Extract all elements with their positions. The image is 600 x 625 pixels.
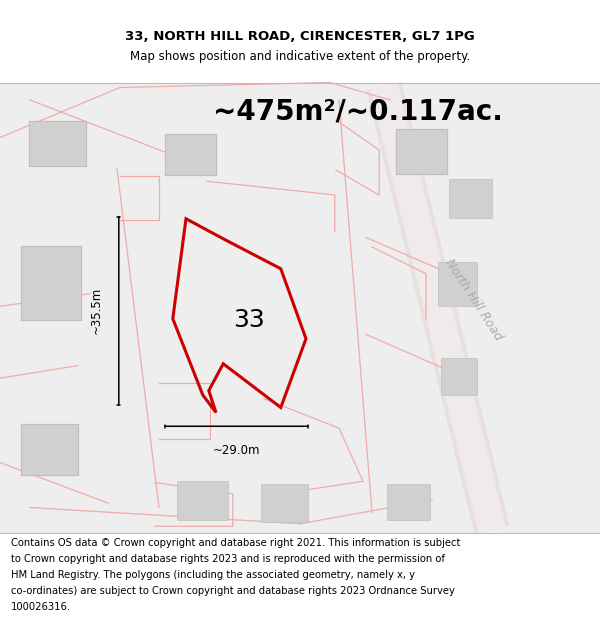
Text: to Crown copyright and database rights 2023 and is reproduced with the permissio: to Crown copyright and database rights 2… — [11, 554, 445, 564]
Bar — [449, 179, 492, 217]
Bar — [396, 129, 447, 174]
Text: Map shows position and indicative extent of the property.: Map shows position and indicative extent… — [130, 50, 470, 62]
Bar — [387, 484, 430, 520]
Text: HM Land Registry. The polygons (including the associated geometry, namely x, y: HM Land Registry. The polygons (includin… — [11, 570, 415, 580]
Bar — [21, 246, 81, 320]
Text: ~475m²/~0.117ac.: ~475m²/~0.117ac. — [213, 98, 503, 125]
Bar — [0, 532, 600, 625]
Text: co-ordinates) are subject to Crown copyright and database rights 2023 Ordnance S: co-ordinates) are subject to Crown copyr… — [11, 586, 455, 596]
Bar — [177, 481, 228, 520]
Bar — [21, 424, 78, 475]
Bar — [438, 262, 477, 306]
Bar — [29, 121, 86, 166]
Text: ~29.0m: ~29.0m — [212, 444, 260, 456]
Bar — [0, 0, 600, 82]
Text: 100026316.: 100026316. — [11, 602, 71, 612]
Bar — [261, 484, 308, 522]
Text: 33: 33 — [233, 308, 265, 332]
Text: Contains OS data © Crown copyright and database right 2021. This information is : Contains OS data © Crown copyright and d… — [11, 538, 460, 548]
Bar — [165, 134, 216, 175]
Bar — [0, 82, 600, 532]
Bar — [441, 357, 477, 395]
Text: ~35.5m: ~35.5m — [89, 287, 103, 334]
Text: North Hill Road: North Hill Road — [443, 257, 505, 343]
Text: 33, NORTH HILL ROAD, CIRENCESTER, GL7 1PG: 33, NORTH HILL ROAD, CIRENCESTER, GL7 1P… — [125, 30, 475, 42]
